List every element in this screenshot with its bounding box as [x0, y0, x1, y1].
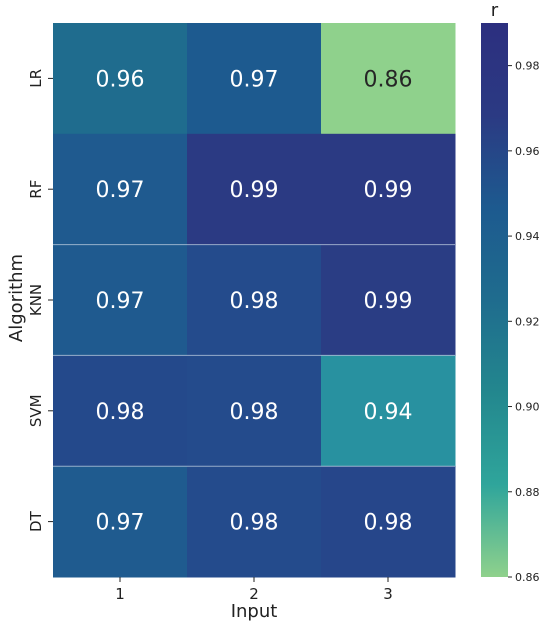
heatmap-cell-svm-2 — [187, 355, 322, 467]
heatmap-cell-dt-3 — [321, 466, 456, 578]
x-tick-label-3: 3 — [383, 585, 393, 603]
cell-value-dt-1: 0.97 — [96, 511, 145, 536]
colorbar-tick-label: 0.98 — [515, 60, 540, 73]
heatmap-cell-lr-1 — [53, 23, 188, 135]
colorbar-label: r — [491, 0, 499, 21]
heatmap-cell-svm-3 — [321, 355, 456, 467]
heatmap-cell-svm-1 — [53, 355, 188, 467]
x-tick-label-2: 2 — [249, 585, 259, 603]
heatmap-cell-rf-1 — [53, 133, 188, 246]
y-tick-label-knn: KNN — [27, 284, 45, 316]
cell-value-knn-2: 0.98 — [230, 289, 279, 314]
cell-value-lr-2: 0.97 — [230, 67, 279, 92]
y-tick-label-rf: RF — [27, 180, 45, 199]
x-axis-label: Input — [231, 601, 278, 622]
heatmap-cell-dt-2 — [187, 466, 322, 578]
cell-value-svm-1: 0.98 — [96, 400, 145, 425]
colorbar-tick-label: 0.96 — [515, 145, 540, 158]
heatmap-cells — [53, 23, 456, 578]
heatmap-cell-knn-2 — [187, 244, 322, 356]
y-tick-label-lr: LR — [27, 69, 45, 88]
heatmap-annotations: 0.96 0.97 0.86 0.97 0.99 0.99 0.97 0.98 0.99 0.98… — [96, 67, 413, 535]
y-tick-label-dt: DT — [27, 510, 45, 532]
cell-value-dt-2: 0.98 — [230, 511, 279, 536]
heatmap-cell-rf-2 — [187, 133, 322, 246]
heatmap-cell-lr-2 — [187, 23, 322, 135]
colorbar-tick-label: 0.86 — [515, 571, 540, 584]
heatmap-cell-knn-3 — [321, 244, 456, 356]
x-tick-label-1: 1 — [115, 585, 125, 603]
y-tick-label-svm: SVM — [27, 394, 45, 427]
cell-value-lr-1: 0.96 — [96, 67, 145, 92]
colorbar-tick-label: 0.90 — [515, 401, 540, 414]
cell-value-svm-3: 0.94 — [364, 400, 413, 425]
colorbar-tick-label: 0.94 — [515, 230, 540, 243]
y-axis-label: Algorithm — [6, 254, 27, 342]
colorbar-gradient — [481, 23, 508, 577]
cell-value-knn-3: 0.99 — [364, 289, 413, 314]
axis-ticks: 1 2 3 LR RF KNN SVM DT — [27, 69, 393, 603]
colorbar: r 0.86 0.88 0.90 0.92 0.94 0.96 0.98 — [481, 0, 540, 584]
cell-value-rf-3: 0.99 — [364, 178, 413, 203]
colorbar-tick-label: 0.88 — [515, 486, 540, 499]
heatmap-cell-rf-3 — [321, 133, 456, 246]
cell-value-dt-3: 0.98 — [364, 511, 413, 536]
heatmap-cell-knn-1 — [53, 244, 188, 356]
heatmap-cell-dt-1 — [53, 466, 188, 578]
cell-value-rf-2: 0.99 — [230, 178, 279, 203]
cell-value-lr-3: 0.86 — [364, 67, 413, 92]
cell-value-knn-1: 0.97 — [96, 289, 145, 314]
cell-value-rf-1: 0.97 — [96, 178, 145, 203]
heatmap-cell-lr-3 — [321, 23, 456, 135]
colorbar-tick-label: 0.92 — [515, 315, 540, 328]
cell-value-svm-2: 0.98 — [230, 400, 279, 425]
